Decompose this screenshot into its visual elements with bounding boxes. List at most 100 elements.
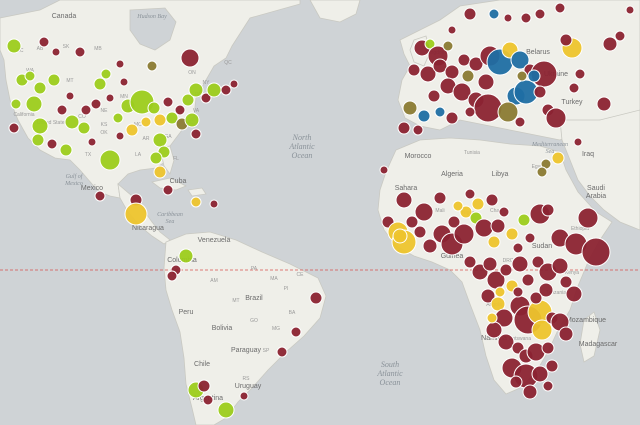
map-marker-maroon[interactable]	[422, 238, 438, 254]
map-marker-maroon[interactable]	[577, 207, 599, 229]
map-marker-maroon[interactable]	[413, 225, 427, 239]
map-marker-lime[interactable]	[152, 132, 168, 148]
map-marker-lime[interactable]	[178, 248, 194, 264]
map-marker-lime[interactable]	[181, 93, 195, 107]
map-marker-maroon[interactable]	[522, 384, 538, 400]
map-marker-blue[interactable]	[434, 106, 446, 118]
map-marker-maroon[interactable]	[551, 257, 569, 275]
map-marker-maroon[interactable]	[74, 46, 86, 58]
map-marker-lime[interactable]	[93, 77, 107, 91]
map-marker-maroon[interactable]	[405, 215, 419, 229]
map-marker-maroon[interactable]	[115, 131, 125, 141]
map-marker-maroon[interactable]	[512, 286, 524, 298]
map-marker-maroon[interactable]	[276, 346, 288, 358]
map-marker-lime[interactable]	[47, 73, 61, 87]
map-marker-maroon[interactable]	[512, 242, 524, 254]
map-marker-lime[interactable]	[165, 111, 179, 125]
map-marker-maroon[interactable]	[574, 68, 586, 80]
map-marker-gold[interactable]	[459, 205, 473, 219]
map-marker-blue[interactable]	[488, 8, 500, 20]
map-marker-maroon[interactable]	[220, 84, 232, 96]
map-marker-lime[interactable]	[184, 112, 200, 128]
map-marker-lime[interactable]	[112, 112, 124, 124]
map-marker-maroon[interactable]	[480, 288, 496, 304]
map-marker-maroon[interactable]	[90, 98, 102, 110]
map-marker-maroon[interactable]	[200, 92, 212, 104]
map-marker-maroon[interactable]	[190, 128, 202, 140]
map-marker-maroon[interactable]	[180, 48, 200, 68]
map-marker-lime[interactable]	[149, 151, 163, 165]
map-marker-lime[interactable]	[64, 114, 80, 130]
map-marker-maroon[interactable]	[166, 270, 178, 282]
map-marker-lime[interactable]	[10, 98, 22, 110]
map-marker-maroon[interactable]	[614, 30, 626, 42]
map-marker-maroon[interactable]	[87, 137, 97, 147]
map-marker-gold[interactable]	[190, 196, 202, 208]
map-marker-maroon[interactable]	[209, 199, 219, 209]
map-marker-lime[interactable]	[147, 101, 161, 115]
map-marker-olive[interactable]	[402, 100, 418, 116]
map-marker-lime[interactable]	[77, 121, 91, 135]
map-marker-maroon[interactable]	[573, 137, 583, 147]
map-marker-maroon[interactable]	[558, 326, 574, 342]
map-marker-lime[interactable]	[424, 38, 436, 50]
map-marker-maroon[interactable]	[565, 285, 583, 303]
map-marker-olive[interactable]	[497, 101, 519, 123]
map-marker-blue[interactable]	[527, 69, 541, 83]
map-marker-maroon[interactable]	[239, 391, 249, 401]
map-marker-gold[interactable]	[551, 151, 565, 165]
map-marker-maroon[interactable]	[412, 124, 424, 136]
map-marker-maroon[interactable]	[414, 202, 434, 222]
map-marker-maroon[interactable]	[596, 96, 612, 112]
map-marker-maroon[interactable]	[473, 93, 503, 123]
map-marker-maroon[interactable]	[38, 36, 50, 48]
map-marker-maroon[interactable]	[538, 282, 554, 298]
map-marker-maroon[interactable]	[485, 193, 499, 207]
map-marker-maroon[interactable]	[229, 79, 239, 89]
map-marker-gold[interactable]	[452, 200, 464, 212]
map-marker-lime[interactable]	[206, 82, 222, 98]
map-marker-maroon[interactable]	[499, 263, 513, 277]
map-marker-maroon[interactable]	[468, 56, 484, 72]
map-marker-maroon[interactable]	[463, 7, 477, 21]
map-marker-maroon[interactable]	[174, 104, 186, 116]
map-marker-lime[interactable]	[99, 149, 121, 171]
map-marker-maroon[interactable]	[477, 73, 495, 91]
map-marker-maroon[interactable]	[490, 218, 506, 234]
map-marker-gold[interactable]	[471, 197, 485, 211]
map-marker-maroon[interactable]	[531, 365, 549, 383]
map-marker-maroon[interactable]	[581, 237, 611, 267]
map-marker-maroon[interactable]	[397, 121, 411, 135]
map-marker-maroon[interactable]	[531, 255, 545, 269]
map-marker-lime[interactable]	[6, 38, 22, 54]
map-marker-maroon[interactable]	[432, 58, 448, 74]
map-marker-gold[interactable]	[486, 312, 498, 324]
map-marker-maroon[interactable]	[521, 273, 535, 287]
map-marker-maroon[interactable]	[559, 33, 573, 47]
map-marker-olive[interactable]	[461, 69, 475, 83]
map-marker-maroon[interactable]	[541, 341, 555, 355]
map-marker-gold[interactable]	[392, 228, 408, 244]
map-marker-lime[interactable]	[100, 68, 112, 80]
map-marker-maroon[interactable]	[419, 65, 437, 83]
map-marker-maroon[interactable]	[464, 106, 476, 118]
map-marker-maroon[interactable]	[457, 53, 471, 67]
map-marker-maroon[interactable]	[602, 36, 618, 52]
map-marker-lime[interactable]	[517, 213, 531, 227]
map-marker-maroon[interactable]	[545, 107, 567, 129]
map-marker-maroon[interactable]	[427, 89, 441, 103]
map-marker-maroon[interactable]	[463, 255, 477, 269]
map-marker-maroon[interactable]	[524, 232, 536, 244]
map-marker-maroon[interactable]	[545, 359, 559, 373]
map-marker-gold[interactable]	[153, 165, 167, 179]
map-marker-maroon[interactable]	[485, 321, 503, 339]
map-marker-gold[interactable]	[153, 113, 167, 127]
map-marker-gold[interactable]	[140, 116, 152, 128]
map-marker-maroon[interactable]	[447, 215, 461, 229]
map-marker-maroon[interactable]	[498, 206, 510, 218]
map-marker-gold[interactable]	[487, 235, 501, 249]
map-marker-maroon[interactable]	[529, 291, 543, 305]
map-marker-maroon[interactable]	[534, 8, 546, 20]
map-marker-maroon[interactable]	[119, 77, 129, 87]
